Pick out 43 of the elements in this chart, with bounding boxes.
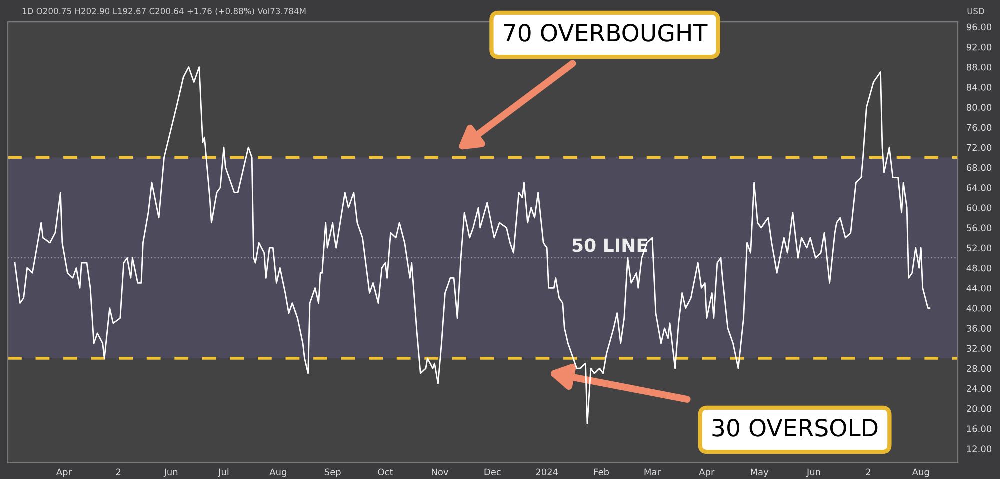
- x-tick-label: May: [751, 468, 769, 478]
- y-tick-label: 80.00: [966, 104, 992, 111]
- y-tick-label: 24.00: [966, 385, 992, 392]
- y-tick-label: 16.00: [967, 426, 992, 432]
- y-tick-label: 56.00: [967, 224, 992, 232]
- y-tick-label: 32.00: [967, 345, 992, 352]
- x-tick-label: Mar: [644, 468, 661, 476]
- x-tick-label: Jun: [806, 468, 820, 478]
- x-tick-label: Jul: [218, 468, 229, 478]
- y-tick-label: 52.00: [967, 244, 992, 252]
- x-tick-label: Apr: [699, 468, 715, 478]
- annotation: 30 OVERSOLD: [712, 418, 878, 437]
- y-tick-label: 36.00: [967, 325, 992, 332]
- text: USD: [968, 8, 984, 14]
- y-tick-label: 96.00: [966, 24, 992, 31]
- y-tick-label: 28.00: [966, 365, 992, 372]
- y-tick-label: 76.00: [967, 124, 992, 132]
- y-tick-label: 48.00: [966, 264, 992, 272]
- x-tick-label: Oct: [378, 468, 394, 476]
- x-tick-label: Aug: [912, 468, 930, 478]
- y-tick-label: 64.00: [966, 184, 992, 192]
- x-tick-label: Feb: [594, 468, 610, 476]
- y-tick-label: 40.00: [966, 305, 992, 312]
- x-tick-label: 2: [866, 468, 870, 476]
- y-tick-label: 60.00: [966, 204, 992, 212]
- text: 1D O200.75 H202.90 L192.67 C200.64 +1.76 (+0.88%) Vol73.784M: [22, 8, 306, 16]
- y-tick-label: 20.00: [966, 405, 992, 412]
- y-tick-label: 72.00: [967, 144, 992, 152]
- y-tick-label: 92.00: [966, 44, 992, 51]
- x-tick-label: Jun: [164, 468, 178, 478]
- annotation: 70 OVERBOUGHT: [504, 24, 708, 42]
- y-tick-label: 12.00: [967, 446, 992, 452]
- y-tick-label: 68.00: [966, 164, 992, 172]
- x-tick-label: 2: [116, 468, 121, 476]
- y-tick-label: 84.00: [966, 84, 992, 91]
- x-tick-label: Sep: [324, 468, 341, 478]
- x-tick-label: Aug: [270, 468, 286, 478]
- x-tick-label: 2024: [536, 468, 558, 476]
- y-tick-label: 44.00: [966, 284, 992, 292]
- y-tick-label: 88.00: [966, 64, 992, 71]
- x-tick-label: Dec: [484, 468, 501, 476]
- x-tick-label: Nov: [432, 468, 449, 476]
- x-tick-label: Apr: [56, 468, 72, 478]
